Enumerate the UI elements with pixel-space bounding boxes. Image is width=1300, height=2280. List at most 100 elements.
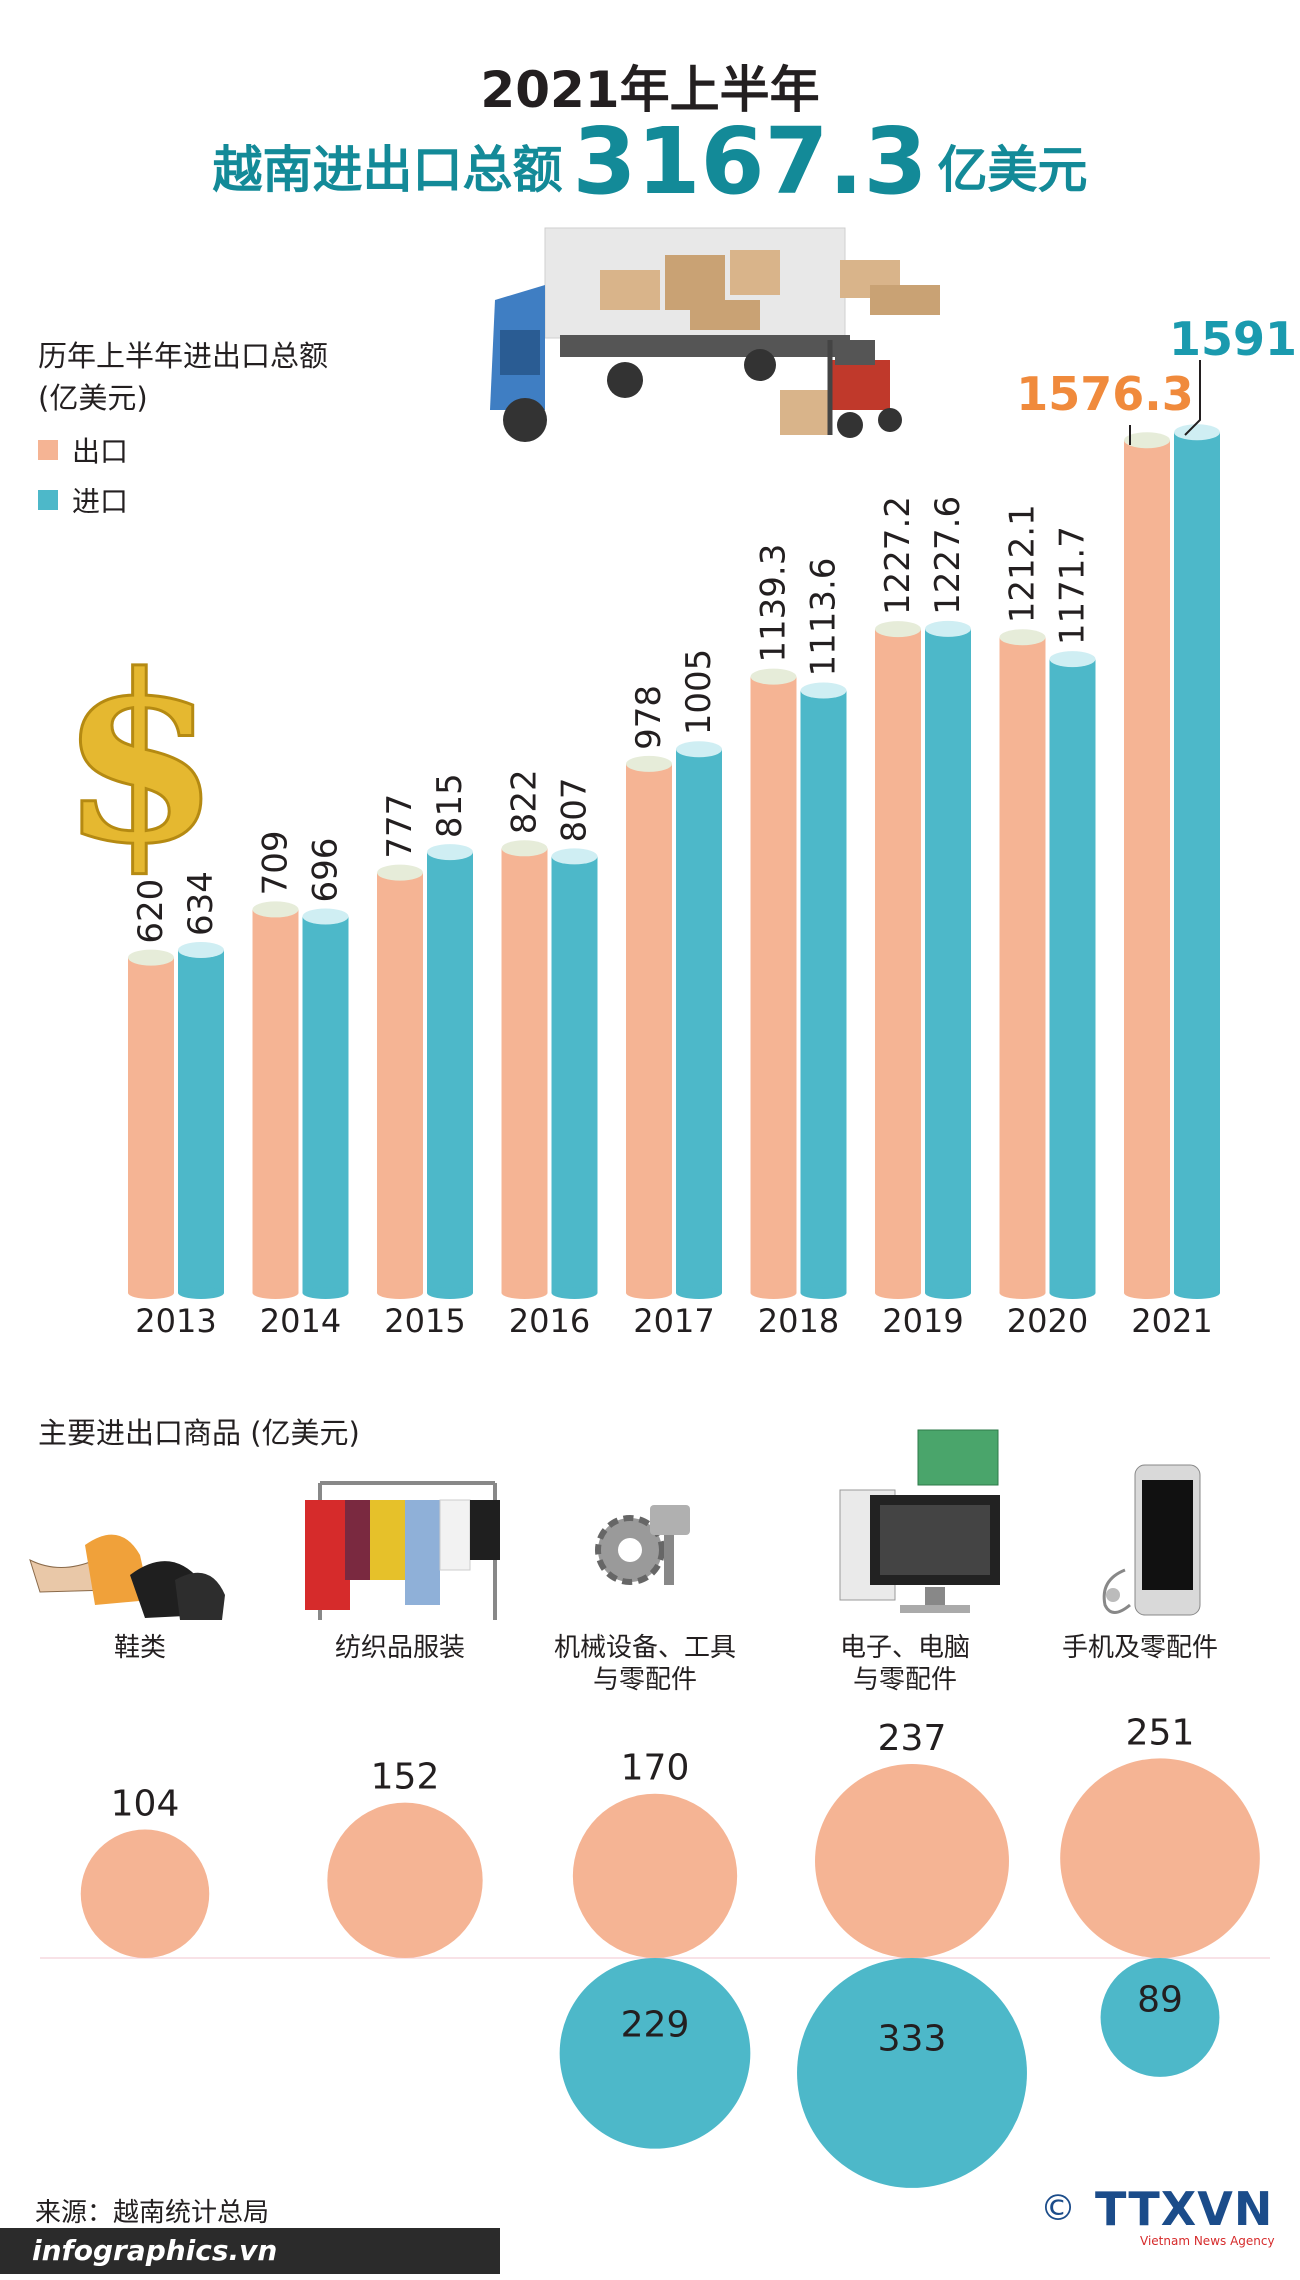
bar-cap-import-2019: [925, 620, 971, 637]
bar-base-export-2014: [252, 1287, 299, 1299]
bar-export-2014: [252, 909, 299, 1293]
x-tick-2019: 2019: [882, 1302, 963, 1340]
bar-cap-export-2021: [1124, 432, 1170, 449]
bar-base-import-2014: [302, 1287, 349, 1299]
x-tick-2015: 2015: [384, 1302, 465, 1340]
bar-label-import-2015: 815: [430, 773, 470, 838]
bar-import-2018: [800, 690, 847, 1293]
bar-import-2016: [551, 856, 598, 1293]
bar-import-2014: [302, 916, 349, 1293]
subtitle-unit: 亿美元: [937, 141, 1088, 199]
bar-base-import-2017: [676, 1287, 722, 1299]
legend-label-export: 出口: [72, 435, 129, 468]
clothes-rack-icon: [305, 1481, 500, 1620]
ttxvn-logo: © TTXVN Vietnam News Agency: [1040, 2180, 1280, 2250]
bar-label-export-2015: 777: [380, 794, 420, 859]
bubble-label-import-4: 89: [1137, 1980, 1183, 2021]
legend-swatch-import: [38, 490, 58, 510]
bar-chart: 620 634 2013 709 696 2014 777 815 2015 822 807 2016…: [128, 312, 1297, 1340]
bubble-label-export-2: 170: [621, 1748, 690, 1789]
bar-label-import-2013: 634: [181, 871, 221, 936]
x-tick-2013: 2013: [135, 1302, 216, 1340]
bar-export-2016: [501, 848, 548, 1293]
svg-text:$: $: [60, 625, 220, 895]
dollar-icon: $: [58, 624, 221, 897]
bar-cap-export-2013: [128, 949, 174, 966]
page-subtitle: 越南进出口总额 3167.3 亿美元: [0, 108, 1300, 215]
bubble-chart: 104 152 170 229 237 333 251 89: [80, 1712, 1260, 2188]
bar-cap-export-2014: [252, 901, 299, 918]
bar-label-import-2018: 1113.6: [804, 558, 844, 677]
bubble-export-1: [327, 1802, 483, 1958]
product-label-line: 机械设备、工具: [553, 1633, 736, 1663]
x-tick-2016: 2016: [509, 1302, 590, 1340]
bar-label-export-2013: 620: [131, 879, 171, 944]
bar-base-import-2018: [800, 1287, 847, 1299]
bar-label-export-2016: 822: [505, 769, 545, 834]
legend-item-export: 出口: [38, 430, 128, 470]
x-tick-2018: 2018: [758, 1302, 839, 1340]
product-label-line: 纺织品服装: [334, 1633, 465, 1663]
bubble-import-3: [797, 1957, 1027, 2188]
bar-base-import-2020: [1049, 1287, 1096, 1299]
bubble-export-0: [80, 1829, 210, 1958]
bar-base-import-2016: [551, 1287, 598, 1299]
brand-website[interactable]: infographics.vn: [0, 2228, 500, 2274]
bar-label-export-2020: 1212.1: [1003, 504, 1043, 623]
bar-base-import-2019: [925, 1287, 971, 1299]
legend-title: 历年上半年进出口总额 (亿美元): [38, 335, 328, 419]
logo-text: TTXVN: [1095, 2182, 1274, 2236]
products-title: 主要进出口商品 (亿美元): [38, 1416, 360, 1450]
bar-base-export-2021: [1124, 1287, 1170, 1299]
bar-label-export-2019: 1227.2: [878, 496, 918, 615]
bar-cap-import-2016: [551, 848, 598, 865]
bar-export-2017: [626, 763, 672, 1293]
bar-label-export-2017: 978: [629, 685, 669, 750]
copyright-icon: ©: [1040, 2188, 1076, 2229]
bar-cap-import-2013: [178, 942, 224, 959]
bar-export-2021: [1124, 440, 1170, 1294]
product-label-line: 与零配件: [592, 1665, 697, 1695]
bubble-label-export-0: 104: [111, 1784, 180, 1825]
bar-cap-export-2018: [750, 668, 797, 685]
product-label-2: 机械设备、工具 与零配件: [535, 1632, 755, 1696]
bar-cap-import-2021: [1174, 424, 1220, 441]
truck-icon: [490, 227, 850, 442]
bubble-label-export-4: 251: [1126, 1712, 1195, 1753]
bubble-export-4: [1060, 1758, 1260, 1958]
bar-export-2019: [875, 629, 921, 1293]
bubble-label-export-1: 152: [371, 1757, 440, 1798]
bar-label-export-2018: 1139.3: [754, 544, 794, 663]
product-label-1: 纺织品服装: [290, 1632, 510, 1664]
bar-import-2020: [1049, 659, 1096, 1293]
x-tick-2020: 2020: [1007, 1302, 1088, 1340]
subtitle-prefix: 越南进出口总额: [212, 141, 563, 199]
bar-cap-import-2020: [1049, 651, 1096, 668]
bar-label-import-2019: 1227.6: [928, 496, 968, 615]
bar-export-2015: [377, 872, 423, 1293]
bar-cap-import-2014: [302, 908, 349, 925]
logo-subtext: Vietnam News Agency: [1140, 2234, 1275, 2248]
bar-cap-export-2016: [501, 840, 548, 857]
product-label-line: 鞋类: [113, 1633, 166, 1663]
bar-export-2020: [999, 637, 1046, 1293]
bar-label-import-2017: 1005: [679, 649, 719, 736]
legend-label-import: 进口: [72, 485, 129, 518]
product-label-3: 电子、电脑 与零配件: [795, 1632, 1015, 1696]
bar-import-2021: [1174, 432, 1220, 1293]
x-tick-2017: 2017: [633, 1302, 714, 1340]
bar-base-export-2020: [999, 1287, 1046, 1299]
bar-base-export-2017: [626, 1287, 672, 1299]
bar-cap-import-2017: [676, 741, 722, 758]
bar-label-export-2021: 1576.3: [1016, 367, 1194, 421]
bar-export-2018: [750, 676, 797, 1293]
bubble-import-4: [1100, 1958, 1220, 2077]
bar-cap-import-2015: [427, 844, 473, 861]
legend-title-line1: 历年上半年进出口总额: [38, 339, 329, 373]
bar-import-2015: [427, 852, 473, 1293]
bar-label-import-2014: 696: [306, 838, 346, 903]
product-label-4: 手机及零配件: [1030, 1632, 1250, 1664]
legend-item-import: 进口: [38, 480, 128, 520]
bubble-label-import-2: 229: [621, 2005, 690, 2046]
bar-label-import-2020: 1171.7: [1053, 526, 1093, 645]
